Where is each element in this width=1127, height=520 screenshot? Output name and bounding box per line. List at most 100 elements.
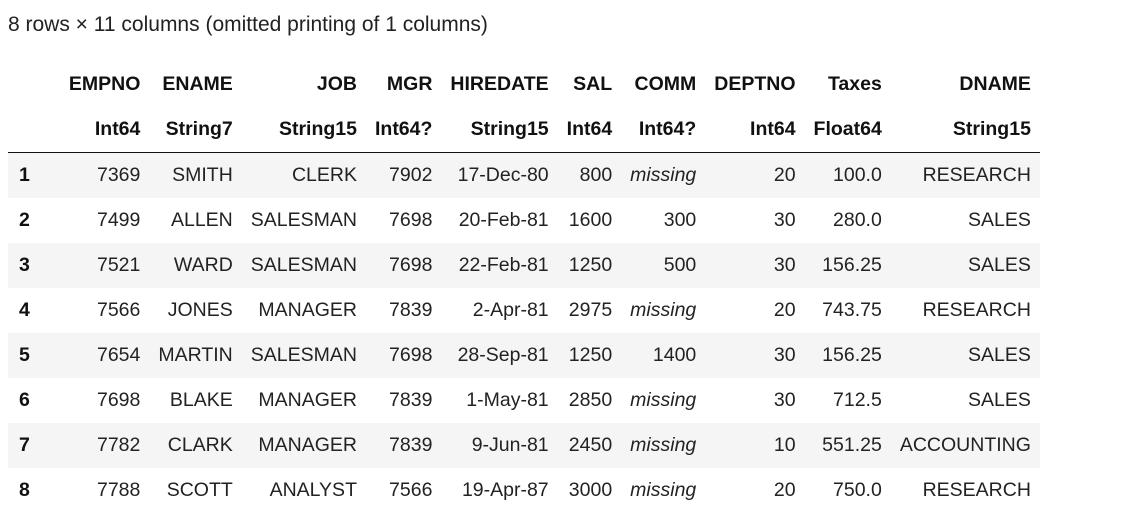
cell-mgr: 7839: [389, 388, 433, 411]
cell-ename: JONES: [167, 298, 233, 321]
cell-sal: 2450: [568, 433, 613, 456]
cell-deptno: 20: [773, 163, 796, 186]
cell-dname: ACCOUNTING: [899, 433, 1031, 456]
dataframe-table: EMPNO ENAME JOB MGR HIREDATE SAL COMM DEPTNO Tax…: [8, 62, 1040, 513]
cell-hiredate: 20-Feb-81: [458, 208, 549, 231]
cell-dname: RESEARCH: [922, 298, 1031, 321]
cell-deptno: 30: [773, 208, 796, 231]
row-index: 3: [19, 253, 30, 276]
cell-ename: SCOTT: [166, 478, 233, 501]
cell-taxes: 100.0: [833, 163, 882, 186]
cell-job: SALESMAN: [250, 208, 357, 231]
cell-dname: SALES: [968, 343, 1031, 366]
column-header-sal: SAL: [573, 73, 613, 95]
row-index: 1: [19, 163, 30, 186]
cell-job: MANAGER: [258, 298, 357, 321]
cell-empno: 7566: [96, 298, 141, 321]
column-type-taxes: Float64: [804, 107, 891, 153]
table-row: 5 7654 MARTIN SALESMAN 7698 28-Sep-81 1250 1400…: [8, 332, 1040, 378]
column-names-row: EMPNO ENAME JOB MGR HIREDATE SAL COMM DEPTNO Tax…: [8, 62, 1040, 107]
cell-mgr: 7839: [389, 433, 433, 456]
cell-comm: missing: [630, 163, 697, 186]
cell-hiredate: 22-Feb-81: [458, 253, 549, 276]
column-header-taxes: Taxes: [827, 73, 882, 95]
column-header-job: JOB: [316, 73, 357, 95]
column-type-dname: String15: [890, 107, 1040, 153]
cell-sal: 1250: [568, 253, 613, 276]
index-header: [8, 62, 60, 107]
column-type-mgr: Int64?: [365, 107, 442, 153]
table-row: 6 7698 BLAKE MANAGER 7839 1-May-81 2850 missing…: [8, 377, 1040, 423]
cell-mgr: 7698: [389, 208, 433, 231]
cell-comm: 300: [663, 208, 697, 231]
cell-hiredate: 28-Sep-81: [457, 343, 549, 366]
cell-hiredate: 9-Jun-81: [471, 433, 549, 456]
cell-dname: RESEARCH: [922, 163, 1031, 186]
table-body: 1 7369 SMITH CLERK 7902 17-Dec-80 800 missing 20…: [8, 152, 1040, 513]
cell-ename: MARTIN: [158, 343, 233, 366]
cell-taxes: 712.5: [833, 388, 882, 411]
cell-dname: SALES: [968, 208, 1031, 231]
cell-empno: 7698: [96, 388, 141, 411]
cell-ename: SMITH: [172, 163, 233, 186]
column-header-hiredate: HIREDATE: [450, 73, 549, 95]
cell-deptno: 20: [773, 478, 796, 501]
cell-job: SALESMAN: [250, 343, 357, 366]
column-header-comm: COMM: [634, 73, 697, 95]
column-header-dname: DNAME: [959, 73, 1031, 95]
cell-mgr: 7566: [389, 478, 433, 501]
cell-mgr: 7698: [389, 253, 433, 276]
cell-sal: 2975: [568, 298, 613, 321]
column-type-hiredate: String15: [441, 107, 558, 153]
cell-mgr: 7839: [389, 298, 433, 321]
column-header-ename: ENAME: [162, 73, 233, 95]
cell-deptno: 30: [773, 343, 796, 366]
cell-empno: 7369: [96, 163, 141, 186]
cell-empno: 7654: [96, 343, 141, 366]
column-header-deptno: DEPTNO: [714, 73, 796, 95]
row-index: 2: [19, 208, 30, 231]
cell-comm: 1400: [652, 343, 697, 366]
column-header-mgr: MGR: [386, 73, 433, 95]
cell-empno: 7499: [96, 208, 141, 231]
cell-job: CLERK: [291, 163, 357, 186]
table-row: 8 7788 SCOTT ANALYST 7566 19-Apr-87 3000 missin…: [8, 467, 1040, 513]
row-index: 7: [19, 433, 30, 456]
cell-deptno: 10: [773, 433, 796, 456]
column-type-sal: Int64: [557, 107, 622, 153]
cell-sal: 3000: [568, 478, 613, 501]
table-summary: 8 rows × 11 columns (omitted printing of…: [8, 13, 488, 36]
cell-ename: WARD: [173, 253, 233, 276]
cell-ename: BLAKE: [169, 388, 233, 411]
cell-empno: 7788: [96, 478, 141, 501]
column-header-empno: EMPNO: [68, 73, 141, 95]
cell-empno: 7521: [96, 253, 141, 276]
column-type-empno: Int64: [59, 107, 150, 153]
cell-comm: missing: [630, 478, 697, 501]
cell-job: MANAGER: [258, 388, 357, 411]
cell-sal: 800: [579, 163, 613, 186]
column-type-job: String15: [241, 107, 366, 153]
cell-comm: missing: [630, 298, 697, 321]
cell-taxes: 156.25: [822, 343, 882, 366]
cell-mgr: 7902: [389, 163, 433, 186]
cell-comm: missing: [630, 388, 697, 411]
cell-dname: RESEARCH: [922, 478, 1031, 501]
table-row: 3 7521 WARD SALESMAN 7698 22-Feb-81 1250 500 30 1…: [8, 242, 1040, 288]
table-row: 2 7499 ALLEN SALESMAN 7698 20-Feb-81 1600 300 30…: [8, 197, 1040, 243]
table-row: 4 7566 JONES MANAGER 7839 2-Apr-81 2975 missing…: [8, 287, 1040, 333]
column-type-comm: Int64?: [621, 107, 706, 153]
cell-deptno: 20: [773, 298, 796, 321]
cell-ename: CLARK: [167, 433, 233, 456]
cell-mgr: 7698: [389, 343, 433, 366]
cell-sal: 1600: [568, 208, 613, 231]
cell-hiredate: 2-Apr-81: [472, 298, 549, 321]
table-row: 7 7782 CLARK MANAGER 7839 9-Jun-81 2450 missing…: [8, 422, 1040, 468]
row-index: 4: [19, 298, 30, 321]
row-index: 8: [19, 478, 30, 501]
cell-ename: ALLEN: [170, 208, 233, 231]
cell-hiredate: 19-Apr-87: [461, 478, 549, 501]
cell-taxes: 280.0: [833, 208, 882, 231]
cell-taxes: 156.25: [822, 253, 882, 276]
cell-hiredate: 17-Dec-80: [457, 163, 549, 186]
